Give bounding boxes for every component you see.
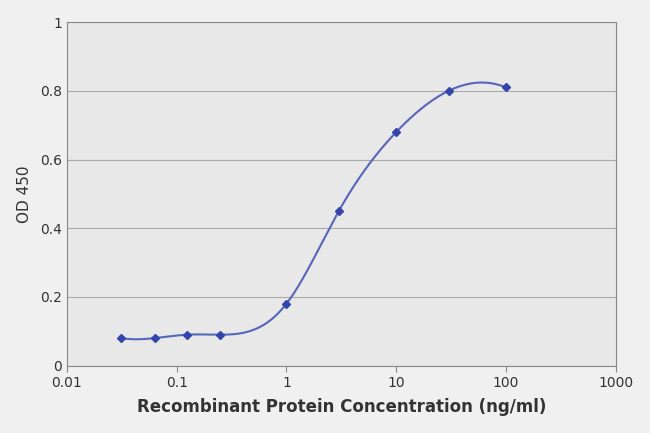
Y-axis label: OD 450: OD 450 bbox=[17, 165, 32, 223]
X-axis label: Recombinant Protein Concentration (ng/ml): Recombinant Protein Concentration (ng/ml… bbox=[136, 398, 546, 417]
